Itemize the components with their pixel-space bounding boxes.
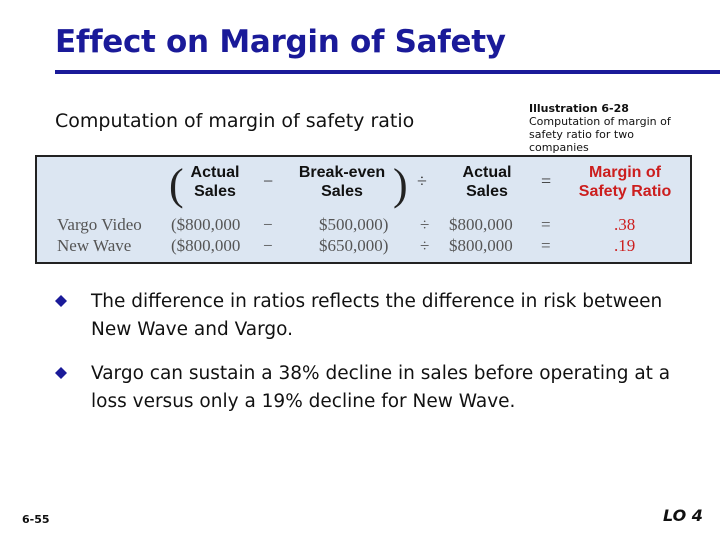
header-actual-sales: Actual Sales — [185, 163, 245, 201]
row-vargo-break-even: $500,000) — [319, 215, 389, 234]
row-vargo-ratio: .38 — [614, 215, 636, 234]
header-break-even-sales: Break-even Sales — [290, 163, 394, 201]
diamond-bullet-icon — [55, 295, 67, 307]
header-mos-line2: Safety Ratio — [578, 183, 672, 200]
illustration-heading: Illustration 6-28 — [529, 102, 629, 115]
header-actual-sales2-line2: Sales — [466, 183, 508, 200]
illustration-caption: Illustration 6-28 Computation of margin … — [529, 102, 689, 154]
illustration-text: Computation of margin of safety ratio fo… — [529, 115, 671, 154]
row-vargo-company: Vargo Video — [57, 215, 142, 234]
bullet-text-1: The difference in ratios reflects the di… — [91, 291, 663, 340]
row-vargo-actual2: $800,000 — [449, 215, 513, 234]
header-actual-sales-line2: Sales — [194, 183, 236, 200]
learning-objective-label: LO 4 — [663, 506, 703, 525]
slide-title: Effect on Margin of Safety — [55, 24, 506, 60]
header-margin-of-safety-ratio: Margin of Safety Ratio — [565, 163, 685, 201]
row-newwave-company: New Wave — [57, 236, 132, 255]
row-newwave-actual: ($800,000 — [171, 236, 241, 255]
header-divide-symbol: ÷ — [417, 171, 427, 191]
header-actual-sales-2: Actual Sales — [451, 163, 523, 201]
diamond-bullet-icon — [55, 367, 67, 379]
row-vargo-divide: ÷ — [420, 215, 430, 234]
header-actual-sales-line1: Actual — [190, 164, 240, 181]
header-break-even-line1: Break-even — [298, 164, 386, 181]
header-equals-symbol: = — [541, 171, 552, 191]
header-break-even-line2: Sales — [321, 183, 363, 200]
open-paren-symbol: ( — [169, 160, 184, 209]
row-vargo-minus: − — [263, 215, 273, 234]
row-newwave-break-even: $650,000) — [319, 236, 389, 255]
bullet-text-2: Vargo can sustain a 38% decline in sales… — [91, 363, 671, 412]
row-newwave-minus: − — [263, 236, 273, 255]
header-minus-symbol: − — [263, 171, 274, 191]
row-newwave-actual2: $800,000 — [449, 236, 513, 255]
header-mos-line1: Margin of — [589, 164, 661, 181]
row-newwave-equals: = — [541, 236, 551, 255]
margin-of-safety-table: ( Actual Sales − Break-even Sales ) ÷ Ac… — [35, 155, 692, 264]
row-vargo-equals: = — [541, 215, 551, 234]
row-vargo-actual: ($800,000 — [171, 215, 241, 234]
title-underline — [55, 70, 720, 74]
page-number: 6-55 — [22, 513, 50, 526]
slide-subtitle: Computation of margin of safety ratio — [55, 110, 415, 132]
row-newwave-ratio: .19 — [614, 236, 636, 255]
header-actual-sales2-line1: Actual — [462, 164, 512, 181]
row-newwave-divide: ÷ — [420, 236, 430, 255]
close-paren-symbol: ) — [393, 160, 408, 209]
